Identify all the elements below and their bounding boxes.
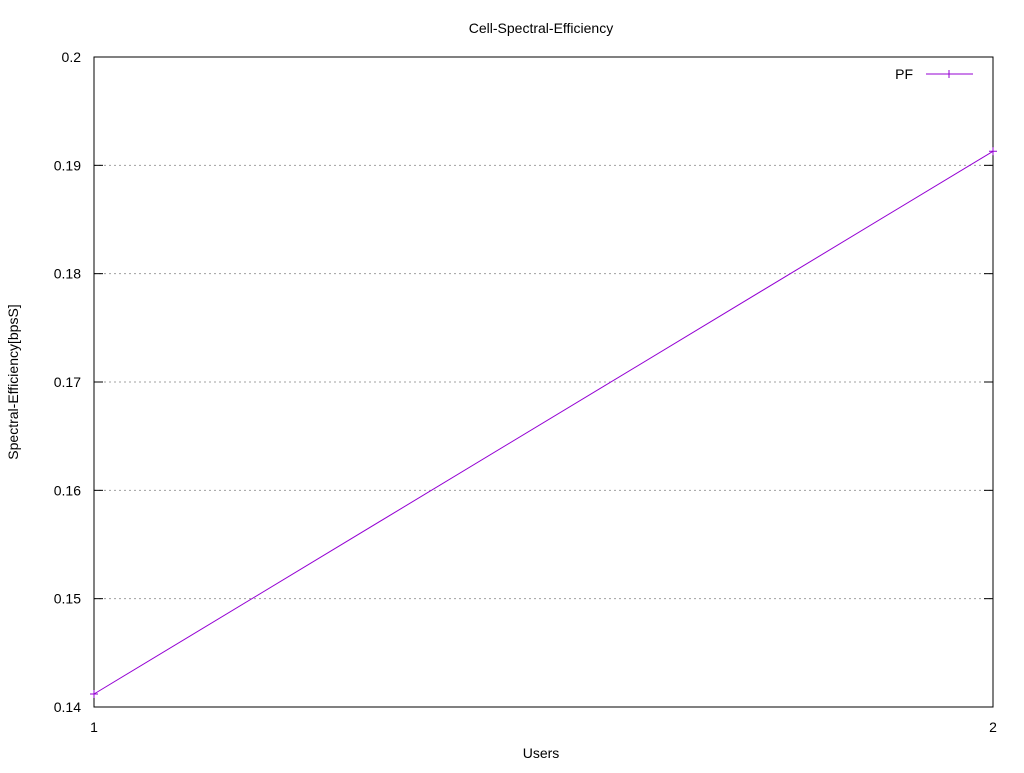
y-tick-label: 0.15 xyxy=(54,591,81,607)
y-tick-label: 0.18 xyxy=(54,266,81,282)
y-tick-label: 0.16 xyxy=(54,482,81,498)
x-tick-label: 2 xyxy=(989,719,997,735)
series-line-pf xyxy=(93,150,994,695)
y-tick-label: 0.14 xyxy=(54,699,81,715)
y-tick-label: 0.2 xyxy=(62,49,82,65)
chart-title: Cell-Spectral-Efficiency xyxy=(469,20,613,36)
y-tick-label: 0.17 xyxy=(54,374,81,390)
x-axis-label: Users xyxy=(523,745,560,761)
data-point xyxy=(989,147,997,156)
series-layer xyxy=(90,147,997,698)
y-tick-labels: 0.14 0.15 0.16 0.17 0.18 0.19 0.2 xyxy=(54,49,81,715)
x-tick-label: 1 xyxy=(90,719,98,735)
legend-marker-pf xyxy=(945,70,953,78)
legend-label-pf: PF xyxy=(895,66,913,82)
plot-frame xyxy=(93,56,994,708)
data-point xyxy=(90,690,98,698)
gridlines xyxy=(94,164,993,600)
y-tick-label: 0.19 xyxy=(54,157,81,173)
legend: PF xyxy=(895,66,973,82)
axis-ticks xyxy=(93,56,994,708)
y-axis-label: Spectral-Efficiency[bpsS] xyxy=(5,304,21,459)
